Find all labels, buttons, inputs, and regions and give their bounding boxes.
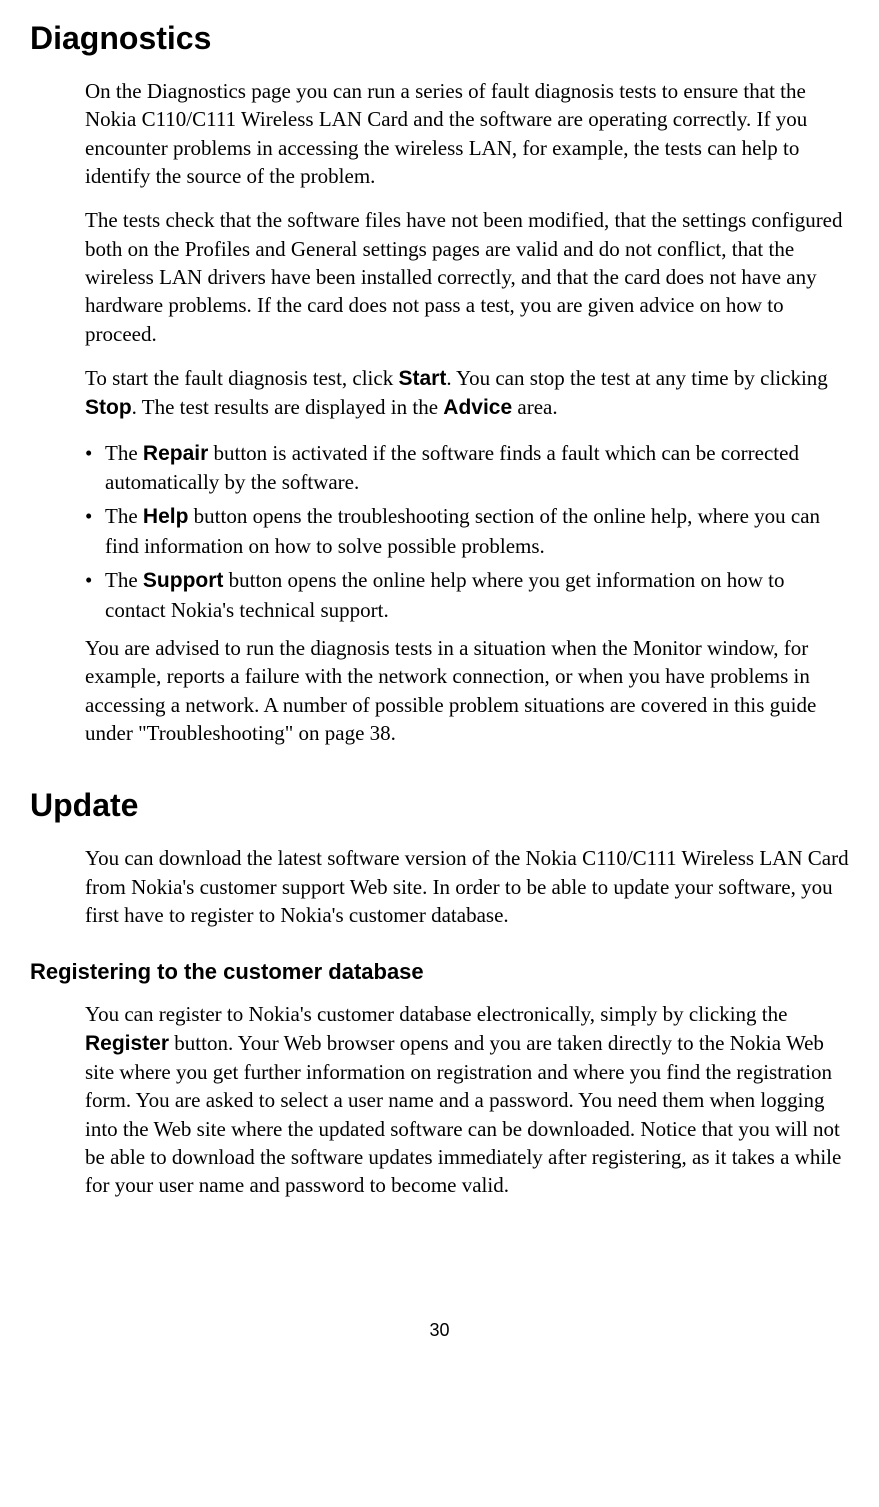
register-label: Register — [85, 1032, 169, 1055]
text: The — [105, 504, 143, 528]
update-para-1: You can download the latest software ver… — [85, 844, 849, 929]
support-label: Support — [143, 569, 223, 592]
stop-label: Stop — [85, 396, 132, 419]
page-number: 30 — [30, 1320, 849, 1341]
list-item: The Repair button is activated if the so… — [85, 439, 849, 497]
diagnostics-heading: Diagnostics — [30, 20, 849, 57]
text: button opens the troubleshooting section… — [105, 504, 820, 557]
advice-label: Advice — [443, 396, 512, 419]
registering-para: You can register to Nokia's customer dat… — [85, 1000, 849, 1199]
text: . The test results are displayed in the — [132, 395, 444, 419]
diagnostics-para-3: To start the fault diagnosis test, click… — [85, 364, 849, 423]
update-body: You can download the latest software ver… — [85, 844, 849, 929]
help-label: Help — [143, 505, 189, 528]
registering-subheading: Registering to the customer database — [30, 959, 849, 985]
text: To start the fault diagnosis test, click — [85, 366, 398, 390]
text: area. — [512, 395, 557, 419]
start-label: Start — [398, 367, 446, 390]
list-item: The Help button opens the troubleshootin… — [85, 502, 849, 560]
registering-body: You can register to Nokia's customer dat… — [85, 1000, 849, 1199]
diagnostics-bullet-list: The Repair button is activated if the so… — [85, 439, 849, 624]
text: . You can stop the test at any time by c… — [446, 366, 827, 390]
text: button is activated if the software find… — [105, 441, 799, 494]
repair-label: Repair — [143, 442, 208, 465]
text: The — [105, 441, 143, 465]
text: The — [105, 568, 143, 592]
diagnostics-para-4: You are advised to run the diagnosis tes… — [85, 634, 849, 747]
text: You can register to Nokia's customer dat… — [85, 1002, 787, 1026]
diagnostics-para-2: The tests check that the software files … — [85, 206, 849, 348]
diagnostics-body: On the Diagnostics page you can run a se… — [85, 77, 849, 747]
list-item: The Support button opens the online help… — [85, 566, 849, 624]
update-heading: Update — [30, 787, 849, 824]
text: button. Your Web browser opens and you a… — [85, 1031, 841, 1198]
diagnostics-para-1: On the Diagnostics page you can run a se… — [85, 77, 849, 190]
